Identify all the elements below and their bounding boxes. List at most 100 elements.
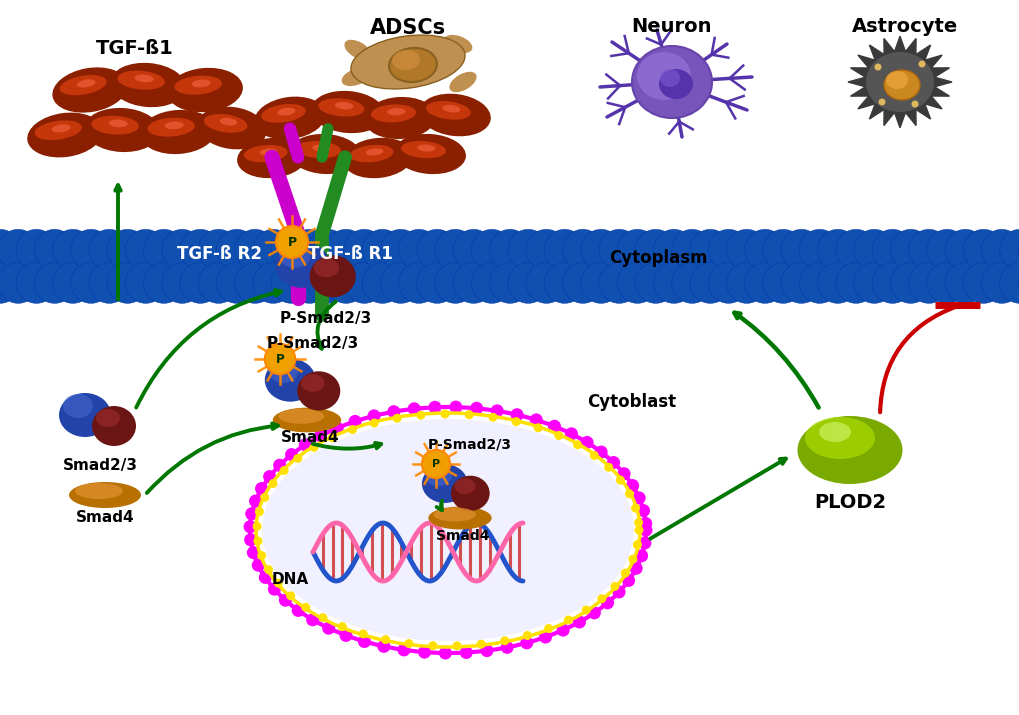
Ellipse shape [422, 464, 468, 503]
Ellipse shape [632, 46, 711, 118]
Ellipse shape [140, 110, 216, 154]
Circle shape [488, 413, 497, 422]
Ellipse shape [865, 52, 933, 112]
Circle shape [799, 230, 840, 270]
Circle shape [307, 262, 347, 303]
Circle shape [286, 591, 294, 601]
Circle shape [293, 454, 302, 463]
Ellipse shape [311, 91, 384, 133]
Circle shape [337, 622, 346, 631]
Circle shape [637, 504, 649, 517]
Circle shape [377, 640, 390, 653]
Text: P-Smad2/3: P-Smad2/3 [279, 310, 372, 325]
Circle shape [408, 403, 420, 415]
Circle shape [561, 230, 602, 270]
Circle shape [926, 262, 967, 303]
Ellipse shape [335, 102, 354, 109]
Ellipse shape [301, 374, 324, 392]
Circle shape [523, 631, 531, 640]
Circle shape [962, 262, 1003, 303]
Circle shape [307, 230, 347, 270]
Circle shape [1017, 262, 1019, 303]
Circle shape [1017, 230, 1019, 270]
Circle shape [622, 574, 635, 587]
Circle shape [253, 522, 261, 531]
Ellipse shape [96, 409, 120, 427]
Ellipse shape [443, 35, 472, 53]
Circle shape [635, 262, 676, 303]
Circle shape [52, 262, 93, 303]
Circle shape [853, 230, 894, 270]
Circle shape [417, 230, 458, 270]
Circle shape [544, 624, 552, 633]
Circle shape [398, 230, 439, 270]
Circle shape [573, 616, 585, 628]
Circle shape [926, 230, 967, 270]
Text: Smad4: Smad4 [436, 529, 489, 543]
Circle shape [268, 583, 280, 596]
Ellipse shape [261, 104, 306, 123]
Ellipse shape [279, 242, 311, 268]
Ellipse shape [167, 68, 243, 112]
Ellipse shape [350, 145, 393, 162]
Ellipse shape [314, 258, 338, 277]
Ellipse shape [297, 371, 340, 410]
Circle shape [380, 262, 421, 303]
Circle shape [639, 517, 651, 530]
Circle shape [234, 230, 275, 270]
Circle shape [835, 262, 875, 303]
Circle shape [449, 400, 462, 413]
Circle shape [544, 262, 585, 303]
Circle shape [255, 482, 268, 495]
Ellipse shape [454, 478, 475, 494]
Circle shape [580, 230, 621, 270]
Polygon shape [847, 36, 951, 128]
Ellipse shape [341, 68, 370, 86]
Circle shape [853, 262, 894, 303]
Circle shape [616, 230, 657, 270]
Ellipse shape [236, 138, 307, 178]
Circle shape [465, 410, 473, 419]
Circle shape [398, 262, 439, 303]
Ellipse shape [428, 506, 491, 529]
Ellipse shape [244, 145, 287, 162]
Circle shape [179, 230, 220, 270]
Circle shape [653, 262, 694, 303]
Circle shape [327, 433, 336, 442]
Circle shape [835, 230, 875, 270]
Text: P-Smad2/3: P-Smad2/3 [267, 335, 359, 350]
Circle shape [309, 443, 318, 452]
Circle shape [253, 536, 262, 546]
Text: TGF-ß R1: TGF-ß R1 [308, 245, 392, 263]
Ellipse shape [318, 98, 364, 117]
Circle shape [255, 507, 264, 516]
Circle shape [538, 631, 551, 644]
Circle shape [252, 558, 265, 572]
Circle shape [799, 262, 840, 303]
Circle shape [278, 593, 291, 607]
Circle shape [726, 230, 766, 270]
Circle shape [762, 262, 803, 303]
Circle shape [343, 230, 384, 270]
Circle shape [587, 606, 600, 619]
Circle shape [480, 644, 493, 657]
Circle shape [612, 586, 625, 598]
Text: P-Smad2/3: P-Smad2/3 [428, 437, 512, 451]
Ellipse shape [797, 416, 902, 484]
Circle shape [392, 414, 401, 423]
Text: TGF-ß R2: TGF-ß R2 [177, 245, 262, 263]
Circle shape [418, 646, 431, 659]
Circle shape [417, 262, 458, 303]
Circle shape [299, 438, 312, 451]
Circle shape [234, 262, 275, 303]
Circle shape [980, 262, 1019, 303]
Circle shape [639, 523, 652, 536]
Circle shape [404, 639, 413, 648]
Circle shape [762, 230, 803, 270]
Text: P: P [287, 235, 297, 249]
Text: Neuron: Neuron [631, 16, 711, 36]
Ellipse shape [59, 393, 111, 437]
Circle shape [615, 475, 625, 485]
Circle shape [526, 262, 567, 303]
Circle shape [689, 262, 730, 303]
